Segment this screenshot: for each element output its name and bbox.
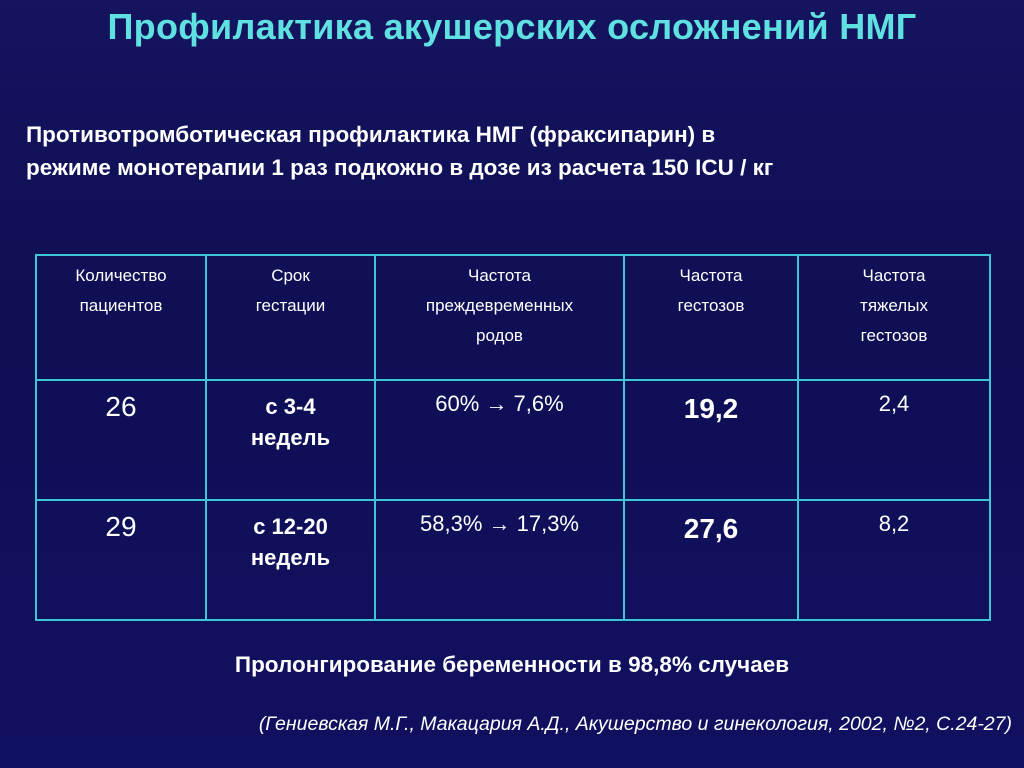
header-gestosis: Частота гестозов (623, 254, 799, 381)
header-line: Частота (679, 266, 743, 285)
cell-value: 19,2 (683, 393, 739, 424)
header-line: родов (476, 326, 523, 345)
results-table: Количество пациентов Срок гестации Часто… (35, 254, 991, 621)
summary-text: Пролонгирование беременности в 98,8% слу… (234, 652, 790, 677)
header-line: Количество (75, 266, 167, 285)
header-gestation: Срок гестации (205, 254, 376, 381)
header-line: гестозов (860, 326, 928, 345)
header-patients: Количество пациентов (35, 254, 207, 381)
cell-value: 29 (105, 511, 137, 542)
header-line: преждевременных (425, 296, 574, 315)
gestation-line: с 12-20 (253, 514, 328, 539)
header-line: гестации (255, 296, 326, 315)
slide-subtitle: Противотромботическая профилактика НМГ (… (26, 118, 1006, 184)
cell-value: с 3-4 недель (207, 381, 374, 453)
header-line: тяжелых (860, 296, 928, 315)
cell-gestosis: 19,2 (623, 379, 799, 501)
header-severe-gestosis: Частота тяжелых гестозов (797, 254, 991, 381)
header-line: Частота (862, 266, 926, 285)
cell-severe-gestosis: 2,4 (797, 379, 991, 501)
table-row: 26 с 3-4 недель 60% → 7,6% 19,2 2,4 (35, 379, 991, 501)
cell-value: 8,2 (878, 511, 910, 536)
table-header-row: Количество пациентов Срок гестации Часто… (35, 254, 991, 381)
cell-value: 27,6 (683, 513, 739, 544)
cell-gestation: с 3-4 недель (205, 379, 376, 501)
gestation-line: с 3-4 (265, 394, 316, 419)
cell-patients: 29 (35, 499, 207, 621)
cell-severe-gestosis: 8,2 (797, 499, 991, 621)
subtitle-line-2: режиме монотерапии 1 раз подкожно в дозе… (26, 155, 774, 180)
header-line: гестозов (677, 296, 745, 315)
slide-title: Профилактика акушерских осложнений НМГ (107, 6, 917, 47)
header-preterm: Частота преждевременных родов (374, 254, 625, 381)
header-line: Частота (467, 266, 531, 285)
subtitle-line-1: Противотромботическая профилактика НМГ (… (26, 122, 716, 147)
table-row: 29 с 12-20 недель 58,3% → 17,3% 27,6 8,2 (35, 499, 991, 621)
cell-gestosis: 27,6 (623, 499, 799, 621)
header-line: пациентов (79, 296, 163, 315)
cell-value: 60% → 7,6% (435, 391, 564, 416)
cell-patients: 26 (35, 379, 207, 501)
cell-value: 58,3% → 17,3% (420, 511, 579, 536)
citation: (Гениевская М.Г., Макацария А.Д., Акушер… (258, 713, 1012, 735)
cell-value: с 12-20 недель (207, 501, 374, 573)
cell-preterm: 58,3% → 17,3% (374, 499, 625, 621)
cell-value: 2,4 (878, 391, 910, 416)
gestation-line: недель (250, 545, 331, 570)
gestation-line: недель (250, 425, 331, 450)
header-line: Срок (271, 266, 310, 285)
cell-value: 26 (105, 391, 137, 422)
cell-gestation: с 12-20 недель (205, 499, 376, 621)
cell-preterm: 60% → 7,6% (374, 379, 625, 501)
